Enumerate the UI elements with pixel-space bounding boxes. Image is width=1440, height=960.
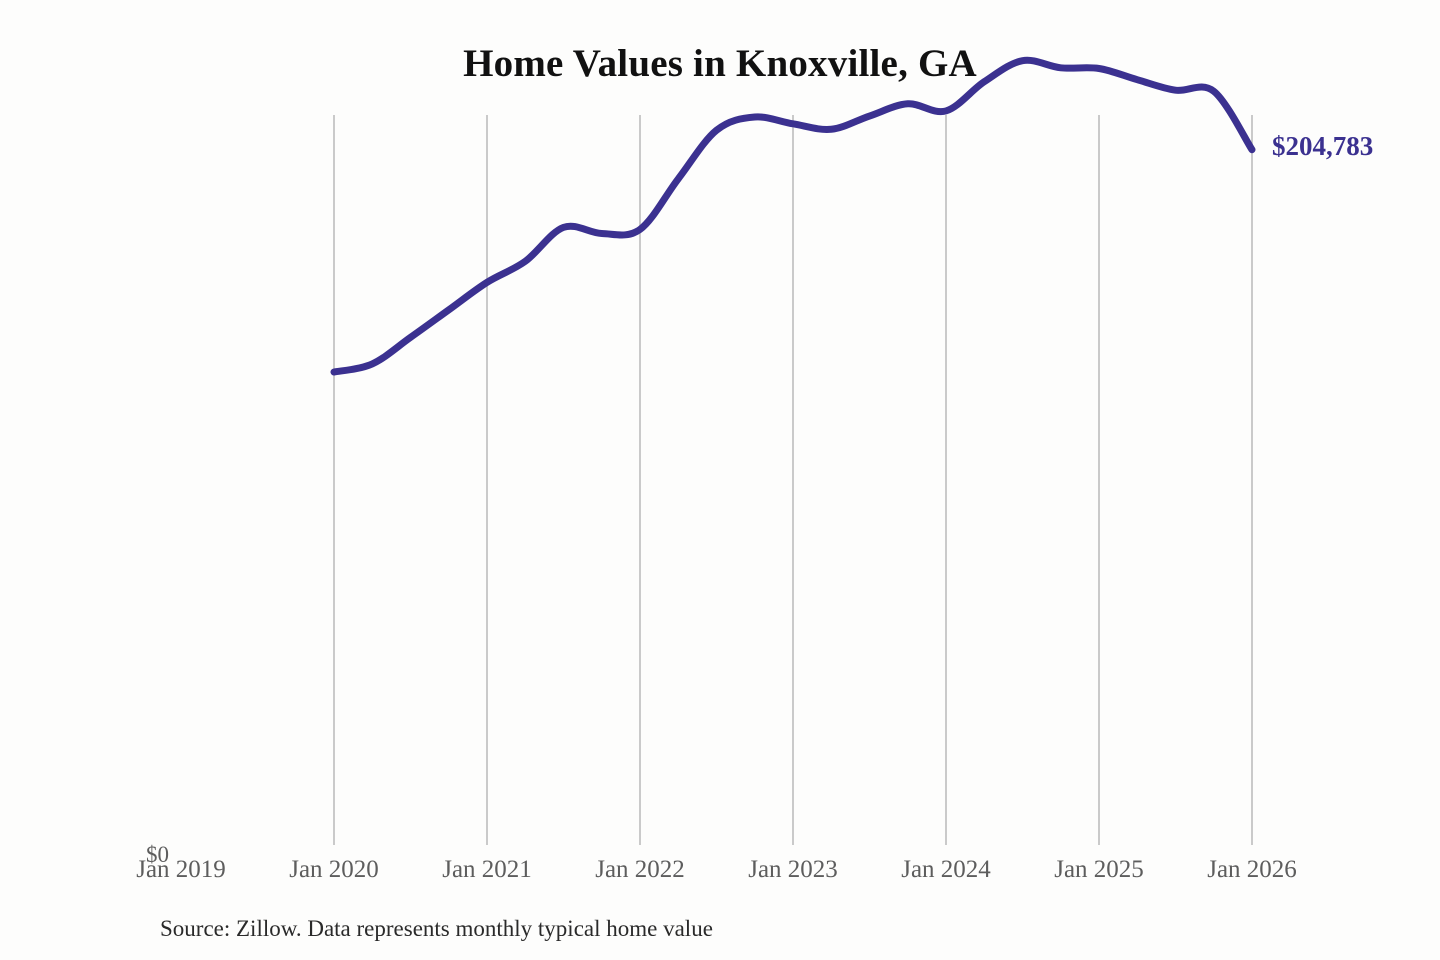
x-tick-label: Jan 2019 bbox=[136, 856, 226, 883]
chart-title: Home Values in Knoxville, GA bbox=[463, 42, 977, 85]
x-tick-label: Jan 2023 bbox=[748, 856, 838, 883]
x-tick-label: Jan 2026 bbox=[1207, 856, 1297, 883]
x-tick-label: Jan 2021 bbox=[442, 856, 532, 883]
y-axis-zero-label: $0 bbox=[146, 842, 169, 867]
x-tick-label: Jan 2024 bbox=[901, 856, 991, 883]
x-tick-label: Jan 2020 bbox=[289, 856, 379, 883]
source-note: Source: Zillow. Data represents monthly … bbox=[160, 916, 713, 941]
x-tick-label: Jan 2022 bbox=[595, 856, 685, 883]
gridlines bbox=[333, 115, 1253, 845]
x-tick-label: Jan 2025 bbox=[1054, 856, 1144, 883]
end-value-annotation: $204,783 bbox=[1272, 130, 1374, 161]
line-series-typical-home-value bbox=[330, 56, 1256, 376]
